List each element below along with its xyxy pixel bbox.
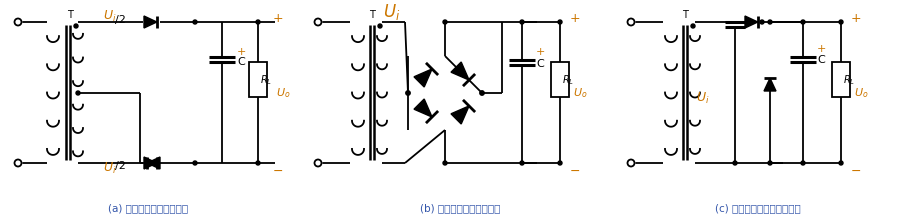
Text: −: − — [570, 165, 581, 177]
Circle shape — [760, 20, 764, 24]
Text: T: T — [67, 10, 73, 20]
Text: $U_o$: $U_o$ — [854, 86, 868, 100]
Text: +: + — [851, 12, 862, 26]
Text: $U_o$: $U_o$ — [573, 86, 588, 100]
Text: $U_i$: $U_i$ — [103, 9, 116, 24]
Circle shape — [628, 160, 634, 167]
Circle shape — [628, 19, 634, 26]
Text: +: + — [273, 12, 284, 26]
Circle shape — [74, 24, 78, 28]
Circle shape — [801, 161, 805, 165]
Text: (c) 二倍压整流电容滤波电路: (c) 二倍压整流电容滤波电路 — [715, 203, 801, 213]
Circle shape — [256, 20, 260, 24]
Text: +: + — [536, 47, 545, 57]
Text: +: + — [817, 44, 826, 54]
Text: T: T — [682, 10, 688, 20]
Circle shape — [839, 20, 843, 24]
Circle shape — [443, 20, 447, 24]
Bar — [249, 62, 267, 97]
Circle shape — [193, 161, 197, 165]
Text: (b) 桥式整流电容滤波电路: (b) 桥式整流电容滤波电路 — [420, 203, 500, 213]
Circle shape — [768, 161, 772, 165]
Polygon shape — [414, 99, 432, 117]
Text: +: + — [237, 47, 247, 57]
Circle shape — [839, 161, 843, 165]
Circle shape — [315, 160, 321, 167]
Circle shape — [15, 160, 22, 167]
Circle shape — [801, 20, 805, 24]
Circle shape — [480, 91, 484, 95]
Polygon shape — [764, 78, 776, 91]
Circle shape — [520, 161, 524, 165]
Text: −: − — [851, 165, 862, 177]
Text: $U_i$: $U_i$ — [696, 90, 710, 106]
Text: $U_i$: $U_i$ — [103, 161, 116, 176]
Circle shape — [733, 161, 737, 165]
Bar — [551, 62, 569, 97]
Text: C: C — [817, 55, 824, 65]
Circle shape — [256, 161, 260, 165]
Circle shape — [691, 24, 695, 28]
Polygon shape — [451, 106, 469, 124]
Circle shape — [76, 91, 80, 95]
Text: $R_L$: $R_L$ — [562, 73, 574, 87]
Text: C: C — [237, 57, 245, 67]
Text: $U_o$: $U_o$ — [276, 86, 290, 100]
Circle shape — [193, 20, 197, 24]
Text: /2: /2 — [115, 15, 126, 25]
Circle shape — [558, 161, 562, 165]
Text: (a) 全波整流电容滤波电路: (a) 全波整流电容滤波电路 — [108, 203, 188, 213]
Polygon shape — [414, 69, 432, 87]
Text: $R_L$: $R_L$ — [260, 73, 272, 87]
Circle shape — [406, 91, 410, 95]
Polygon shape — [144, 16, 157, 28]
Circle shape — [315, 19, 321, 26]
Circle shape — [443, 161, 447, 165]
Text: +: + — [570, 12, 581, 26]
Polygon shape — [745, 16, 758, 28]
Text: C: C — [536, 59, 544, 69]
Text: $U_i$: $U_i$ — [383, 2, 400, 22]
Text: $R_L$: $R_L$ — [843, 73, 855, 87]
Circle shape — [520, 20, 524, 24]
Circle shape — [15, 19, 22, 26]
Polygon shape — [451, 62, 469, 80]
Bar — [832, 62, 850, 97]
Text: T: T — [369, 10, 375, 20]
Polygon shape — [147, 157, 160, 169]
Text: /2: /2 — [115, 161, 126, 171]
Circle shape — [768, 20, 772, 24]
Circle shape — [558, 20, 562, 24]
Polygon shape — [144, 157, 157, 169]
Text: −: − — [273, 165, 284, 177]
Circle shape — [378, 24, 382, 28]
